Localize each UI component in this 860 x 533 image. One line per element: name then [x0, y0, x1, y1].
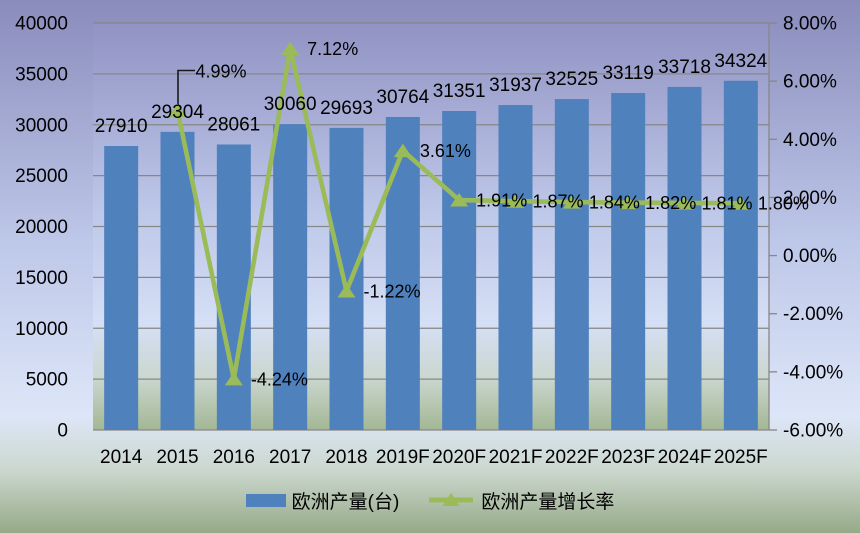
line-label: 1.87%	[533, 192, 584, 212]
left-axis-label: 10000	[15, 319, 68, 340]
legend-bar-swatch-icon	[245, 493, 286, 507]
x-axis-label: 2020F	[432, 447, 486, 468]
bar-2022F	[554, 99, 589, 430]
line-marker-2021F	[506, 194, 525, 208]
bar-label: 32525	[545, 69, 598, 90]
bar-2023F	[611, 93, 646, 431]
bar-2024F	[667, 86, 702, 431]
bar-2019F	[385, 116, 420, 430]
left-axis-label: 25000	[15, 166, 68, 187]
x-axis-label: 2017	[269, 447, 311, 468]
line-marker-2022F	[562, 195, 581, 209]
line-marker-2020F	[450, 193, 469, 207]
bar-2021F	[498, 105, 533, 431]
bar-label: 33119	[602, 63, 653, 84]
right-axis-label: -6.00%	[783, 421, 843, 442]
bar-label: 27910	[95, 116, 148, 137]
x-axis-label: 2018	[325, 447, 367, 468]
line-label: 1.82%	[645, 193, 696, 213]
right-axis-label: 2.00%	[783, 188, 837, 209]
bar-label: 30060	[264, 94, 317, 115]
legend-label-growth: 欧洲产量增长率	[481, 491, 615, 513]
line-marker-2017	[281, 41, 300, 56]
x-axis-label: 2024F	[658, 447, 712, 468]
x-axis-label: 2023F	[601, 447, 655, 468]
line-label: -4.24%	[251, 369, 308, 389]
right-axis-label: -2.00%	[783, 304, 843, 325]
bar-label: 34324	[714, 51, 767, 72]
bar-2017	[273, 124, 308, 431]
right-axis-label: 8.00%	[783, 14, 837, 35]
line-marker-2016	[224, 371, 243, 386]
line-label: 3.61%	[420, 141, 471, 161]
x-axis-label: 2022F	[545, 447, 599, 468]
bar-label: 29693	[320, 98, 373, 119]
right-axis-label: 4.00%	[783, 130, 837, 151]
bar-label: 28061	[207, 114, 260, 135]
legend-item-production: 欧洲产量(台)	[245, 487, 400, 514]
line-marker-2024F	[675, 195, 694, 210]
x-axis-label: 2016	[213, 447, 255, 468]
legend-line-marker-icon	[429, 493, 474, 506]
x-axis-label: 2015	[156, 447, 198, 468]
right-axis-label: -4.00%	[783, 362, 843, 383]
callout-line	[177, 69, 195, 107]
left-axis-label: 15000	[15, 268, 68, 289]
x-axis-label: 2025F	[714, 447, 768, 468]
bar-2014	[104, 146, 139, 430]
left-axis-label: 40000	[15, 14, 68, 35]
bar-2016	[216, 144, 251, 431]
bar-label: 29304	[151, 102, 204, 123]
line-marker-2015	[168, 103, 187, 118]
line-label: -1.22%	[364, 282, 421, 302]
left-axis-label: 35000	[15, 64, 68, 85]
left-axis-label: 0	[57, 421, 68, 442]
bar-2025F	[723, 80, 758, 431]
line-label: 1.91%	[476, 191, 527, 211]
x-axis-label: 2019F	[376, 447, 430, 468]
bar-label: 31937	[489, 75, 542, 96]
bar-2020F	[442, 111, 477, 431]
left-axis-label: 30000	[15, 115, 68, 136]
bar-label: 30764	[376, 87, 429, 108]
legend: 欧洲产量(台) 欧洲产量增长率	[0, 486, 860, 514]
right-axis-label: 0.00%	[783, 246, 837, 267]
line-label: 7.12%	[307, 39, 358, 59]
line-marker-2018	[337, 284, 356, 298]
left-axis-label: 20000	[15, 217, 68, 238]
legend-label-production: 欧洲产量(台)	[291, 491, 400, 513]
bar-2015	[160, 131, 195, 431]
right-axis-label: 6.00%	[783, 72, 837, 93]
line-label: 1.81%	[702, 193, 753, 213]
bar-label: 33718	[658, 57, 711, 78]
bar-label: 31351	[433, 81, 486, 102]
line-marker-2025F	[731, 196, 750, 210]
line-label: 4.99%	[196, 62, 247, 82]
line-marker-2023F	[619, 195, 638, 210]
bar-2018	[329, 127, 364, 431]
x-axis-label: 2014	[100, 447, 143, 468]
line-marker-2019F	[393, 143, 412, 158]
line-label: 1.84%	[589, 193, 640, 213]
x-axis-label: 2021F	[489, 447, 543, 468]
left-axis-label: 5000	[26, 370, 68, 391]
line-label: 1.80%	[758, 194, 809, 214]
legend-item-growth: 欧洲产量增长率	[427, 487, 614, 514]
